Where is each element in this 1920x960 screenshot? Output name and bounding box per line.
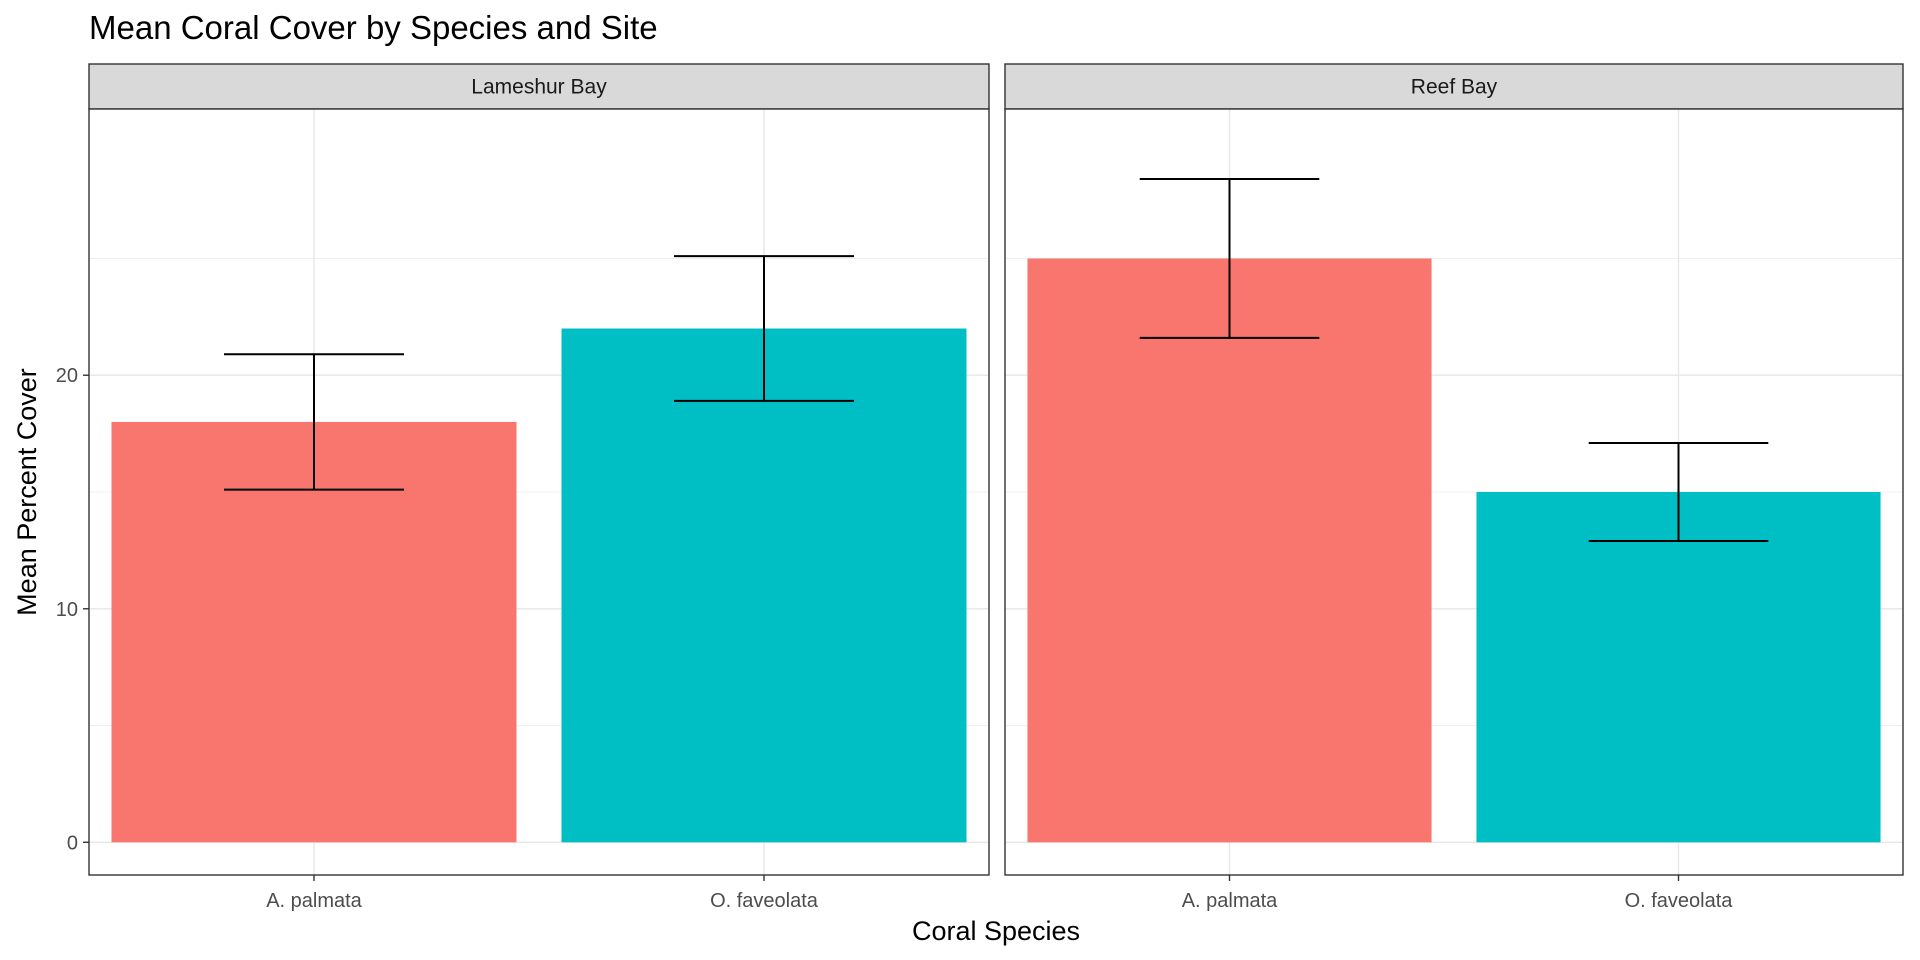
- y-tick-label: 10: [56, 599, 78, 621]
- x-tick-label: O. faveolata: [1625, 890, 1734, 912]
- error-bar: [224, 353, 404, 491]
- x-tick-label: O. faveolata: [710, 890, 819, 912]
- x-tick-label: A. palmata: [1182, 890, 1278, 912]
- panel-border: [1004, 108, 1904, 876]
- bar: [1027, 258, 1432, 843]
- error-bar: [1139, 178, 1320, 339]
- chart-title: Mean Coral Cover by Species and Site: [89, 9, 658, 46]
- bar: [111, 421, 517, 843]
- panel-border: [88, 108, 990, 876]
- facet-strip-label: Lameshur Bay: [471, 76, 607, 99]
- facet-panel: Reef Bay A. palmata O. faveolata: [1004, 63, 1904, 912]
- x-tick-label: A. palmata: [266, 890, 362, 912]
- y-axis-title: Mean Percent Cover: [12, 368, 42, 616]
- y-tick-label: 0: [67, 832, 78, 854]
- facet-strip-label: Reef Bay: [1411, 76, 1498, 99]
- facet-strip: [88, 63, 990, 110]
- y-axis: 0 10 20: [56, 365, 89, 854]
- error-bar: [674, 255, 854, 402]
- y-tick-label: 20: [56, 365, 78, 387]
- bar: [1476, 492, 1881, 843]
- x-axis-title: Coral Species: [912, 916, 1080, 946]
- facet-strip: [1004, 63, 1904, 110]
- error-bar: [1588, 441, 1769, 543]
- bar: [561, 328, 967, 843]
- facet-panel: Lameshur Bay A. palmata O. faveolata: [88, 63, 990, 912]
